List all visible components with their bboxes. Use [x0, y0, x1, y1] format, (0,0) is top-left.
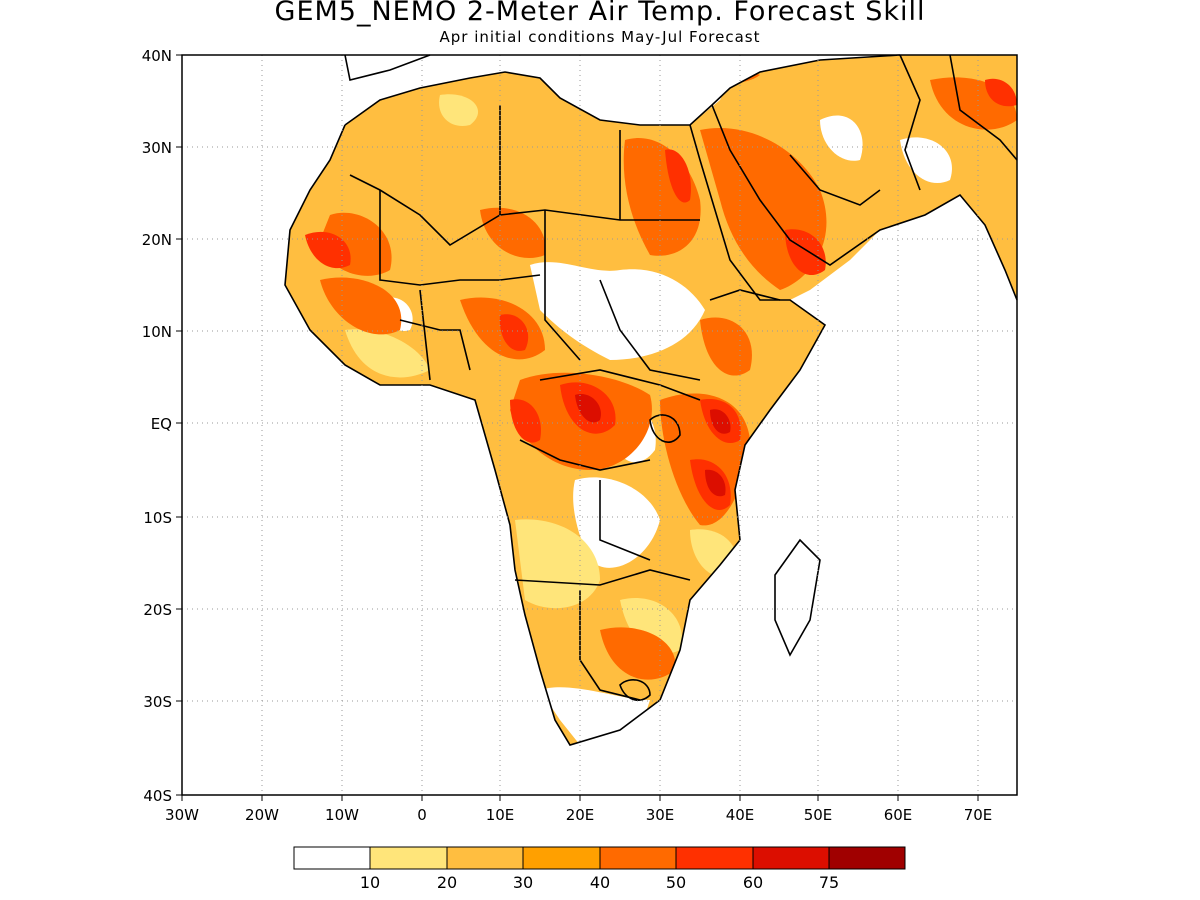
colorbar-swatch	[369, 846, 448, 870]
low-skill-region	[439, 94, 479, 126]
colorbar-swatch	[446, 846, 524, 870]
low-skill-region	[530, 262, 705, 360]
lon-label: 50E	[804, 806, 833, 824]
lon-label: 20W	[245, 806, 279, 824]
lat-label: 10S	[143, 509, 172, 527]
colorbar-swatch	[293, 846, 371, 870]
lat-label: EQ	[151, 415, 172, 433]
lon-label: 0	[417, 806, 427, 824]
lat-label: 30S	[143, 693, 172, 711]
lon-label: 40E	[726, 806, 755, 824]
colorbar-label: 10	[360, 873, 380, 892]
colorbar-label: 40	[590, 873, 610, 892]
colorbar: 10 20 30 40 50 60 75	[293, 846, 906, 892]
colorbar-label: 75	[819, 873, 839, 892]
low-skill-region	[820, 115, 863, 161]
low-skill-region	[900, 137, 952, 184]
tick-marks	[176, 54, 979, 801]
skill-shading	[285, 55, 1017, 745]
colorbar-label: 60	[743, 873, 763, 892]
grid-lines	[182, 55, 1017, 795]
colorbar-swatch	[752, 846, 830, 870]
lon-label: 30W	[165, 806, 199, 824]
lon-label: 70E	[964, 806, 993, 824]
colorbar-swatch	[675, 846, 754, 870]
coastlines	[284, 54, 1018, 746]
colorbar-swatch	[599, 846, 677, 870]
lon-label: 20E	[566, 806, 595, 824]
colorbar-swatch	[828, 846, 906, 870]
colorbar-label: 20	[437, 873, 457, 892]
colorbar-swatch	[522, 846, 601, 870]
colorbar-label: 30	[513, 873, 533, 892]
lon-label: 10E	[486, 806, 515, 824]
lon-label: 30E	[646, 806, 675, 824]
lat-label: 40N	[142, 47, 172, 65]
low-skill-region	[573, 477, 660, 568]
lon-label: 10W	[325, 806, 359, 824]
map-title: GEM5_NEMO 2-Meter Air Temp. Forecast Ski…	[274, 0, 926, 27]
lat-label: 10N	[142, 323, 172, 341]
map-subtitle: Apr initial conditions May-Jul Forecast	[439, 28, 761, 46]
lat-label: 20S	[143, 601, 172, 619]
lon-label: 60E	[884, 806, 913, 824]
colorbar-label: 50	[666, 873, 686, 892]
lat-label: 30N	[142, 139, 172, 157]
lat-label: 20N	[142, 231, 172, 249]
lat-label: 40S	[143, 787, 172, 805]
plot-frame	[181, 54, 1018, 796]
